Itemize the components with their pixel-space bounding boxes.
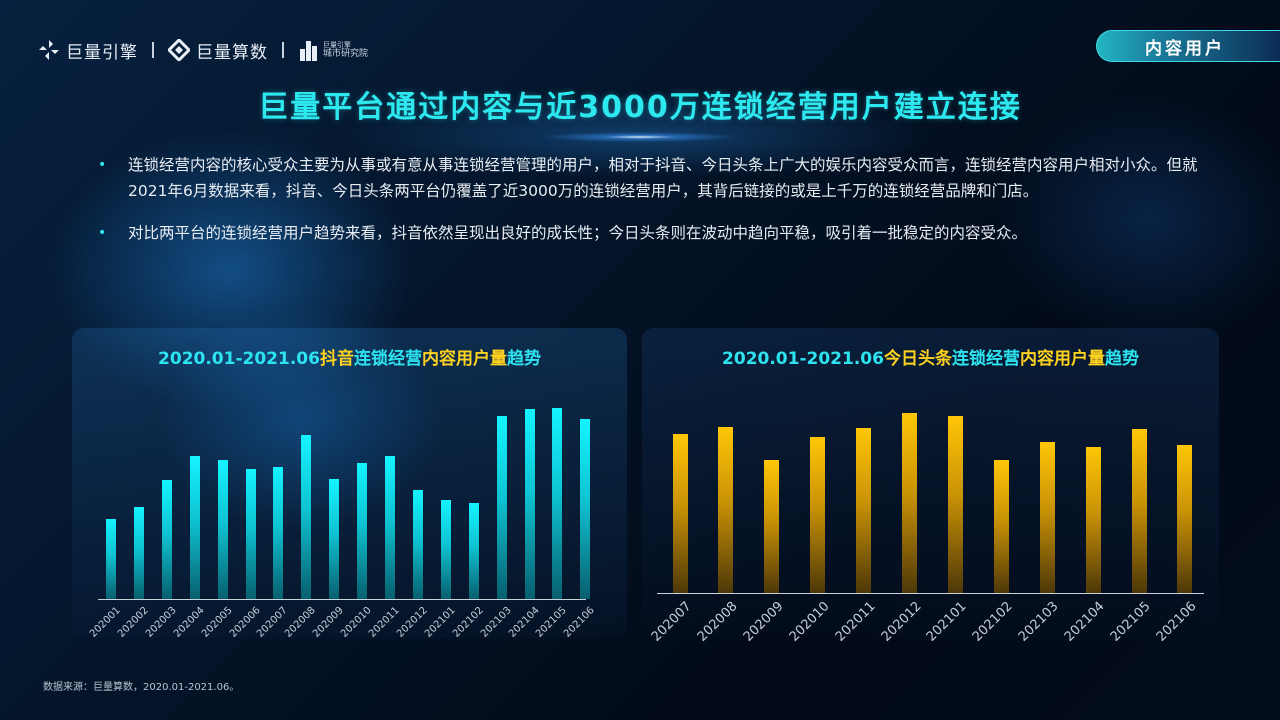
- title-part: 2020.01-2021.06: [722, 349, 884, 369]
- city-institute-top: 巨量引擎: [323, 41, 351, 49]
- page-title: 巨量平台通过内容与近3000万连锁经营用户建立连接: [258, 90, 1022, 125]
- city-institute-bottom: 城市研究院: [323, 49, 369, 59]
- juliang-suanshu-icon: [168, 39, 190, 61]
- city-institute-logo: 巨量引擎 城市研究院: [298, 39, 368, 61]
- title-part: 量: [1087, 349, 1105, 369]
- bullet-dot-icon: •: [98, 225, 107, 241]
- title-glow-decoration: [540, 132, 740, 142]
- title-part: 今日头条: [883, 349, 952, 369]
- title-part: 2020.01-2021.06: [158, 349, 320, 369]
- section-tag: 内容用户: [1096, 30, 1280, 62]
- title-part: 内容用户: [421, 349, 490, 369]
- title-part: 连锁经营: [951, 349, 1020, 369]
- logo-divider: [282, 42, 284, 58]
- bullet-dot-icon: •: [98, 157, 107, 173]
- title-part: 量: [489, 349, 507, 369]
- bullet-item: • 对比两平台的连锁经营用户趋势来看，抖音依然呈现出良好的成长性；今日头条则在波…: [98, 220, 1208, 246]
- data-source-note: 数据来源：巨量算数，2020.01-2021.06。: [43, 682, 240, 693]
- juliang-engine-logo: 巨量引擎: [38, 38, 138, 63]
- bullet-list: • 连锁经营内容的核心受众主要为从事或有意从事连锁经营管理的用户，相对于抖音、今…: [98, 152, 1208, 262]
- logo-bar: 巨量引擎 巨量算数 巨量引擎 城市研究院: [38, 36, 368, 64]
- bullet-item: • 连锁经营内容的核心受众主要为从事或有意从事连锁经营管理的用户，相对于抖音、今…: [98, 152, 1208, 204]
- juliang-suanshu-name: 巨量算数: [196, 42, 268, 63]
- douyin-chart-panel: 2020.01-2021.06抖音连锁经营内容用户量趋势: [72, 328, 627, 638]
- city-institute-icon: [300, 41, 317, 61]
- juliang-engine-name: 巨量引擎: [66, 42, 138, 63]
- douyin-chart-title: 2020.01-2021.06抖音连锁经营内容用户量趋势: [72, 344, 627, 369]
- title-part: 连锁经营: [353, 349, 422, 369]
- title-part: 内容用户: [1019, 349, 1088, 369]
- toutiao-chart-panel: 2020.01-2021.06今日头条连锁经营内容用户量趋势: [642, 328, 1219, 638]
- title-part: 趋势: [506, 349, 541, 369]
- bullet-text: 连锁经营内容的核心受众主要为从事或有意从事连锁经营管理的用户，相对于抖音、今日头…: [128, 156, 1198, 200]
- juliang-suanshu-logo: 巨量算数: [168, 38, 268, 63]
- bullet-text: 对比两平台的连锁经营用户趋势来看，抖音依然呈现出良好的成长性；今日头条则在波动中…: [128, 224, 1028, 242]
- logo-divider: [152, 42, 154, 58]
- toutiao-chart-title: 2020.01-2021.06今日头条连锁经营内容用户量趋势: [642, 344, 1219, 369]
- juliang-engine-icon: [39, 40, 59, 60]
- title-part: 趋势: [1104, 349, 1139, 369]
- title-part: 抖音: [319, 349, 354, 369]
